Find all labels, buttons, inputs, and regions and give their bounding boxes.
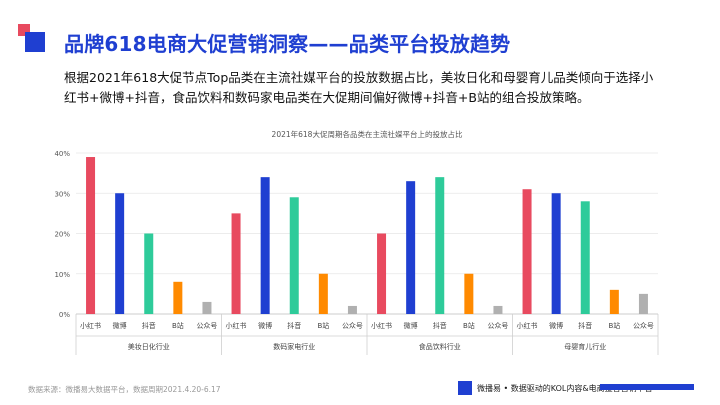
x-tick-label: 微博 [113,321,127,330]
y-tick-label: 30% [54,190,70,198]
x-tick-label: 小红书 [226,321,247,330]
bar [289,197,299,314]
y-tick-label: 20% [54,231,70,239]
x-tick-label: B站 [317,321,329,330]
y-tick-label: 10% [54,271,70,279]
group-label: 数码家电行业 [273,342,315,351]
page-description: 根据2021年618大促节点Top品类在主流社媒平台的投放数据占比，美妆日化和母… [64,70,654,105]
x-tick-label: 小红书 [371,321,392,330]
bar [406,181,416,314]
x-tick-label: 公众号 [342,322,363,330]
bar [522,189,532,314]
chart-title: 2021年618大促周期各品类在主流社媒平台上的投放占比 [272,129,463,139]
bar [638,293,648,314]
bar [86,157,96,314]
footer-brand-square [458,381,472,395]
bar [173,281,183,314]
x-tick-label: 抖音 [287,321,301,330]
x-tick-label: 微博 [258,321,272,330]
bar [260,177,270,314]
footer-slogan: 微播易 • 数据驱动的KOL内容&电商整合营销平台 [477,384,653,393]
x-tick-label: 抖音 [142,321,156,330]
footer-accent-bar [600,384,694,390]
x-tick-label: 公众号 [487,322,508,330]
bar [609,289,619,314]
bar [551,193,561,314]
x-tick-label: 抖音 [578,321,592,330]
x-tick-label: 微博 [404,321,418,330]
x-tick-label: 抖音 [433,321,447,330]
x-tick-label: 小红书 [517,321,538,330]
bar [144,233,154,314]
group-label: 美妆日化行业 [128,342,170,351]
bar [231,213,241,314]
bar [318,273,328,314]
page-title: 品牌618电商大促营销洞察——品类平台投放趋势 [64,32,511,56]
x-tick-label: 小红书 [80,321,101,330]
x-tick-label: 微博 [549,321,563,330]
x-tick-label: B站 [608,321,620,330]
bar [435,177,445,314]
bar [493,305,503,314]
bar [202,301,212,314]
x-tick-label: B站 [463,321,475,330]
y-tick-label: 40% [54,150,70,158]
group-label: 食品饮料行业 [419,342,461,351]
group-label: 母婴育儿行业 [564,342,606,351]
bar [464,273,474,314]
x-tick-label: 公众号 [633,322,654,330]
x-tick-label: 公众号 [196,322,217,330]
decorative-square-blue [25,32,45,52]
bar [377,233,387,314]
bar [115,193,125,314]
x-tick-label: B站 [172,321,184,330]
data-source-note: 数据来源：微播易大数据平台，数据周期2021.4.20-6.17 [28,385,221,394]
y-tick-label: 0% [59,311,70,319]
bar [347,305,357,314]
bar [580,201,590,314]
